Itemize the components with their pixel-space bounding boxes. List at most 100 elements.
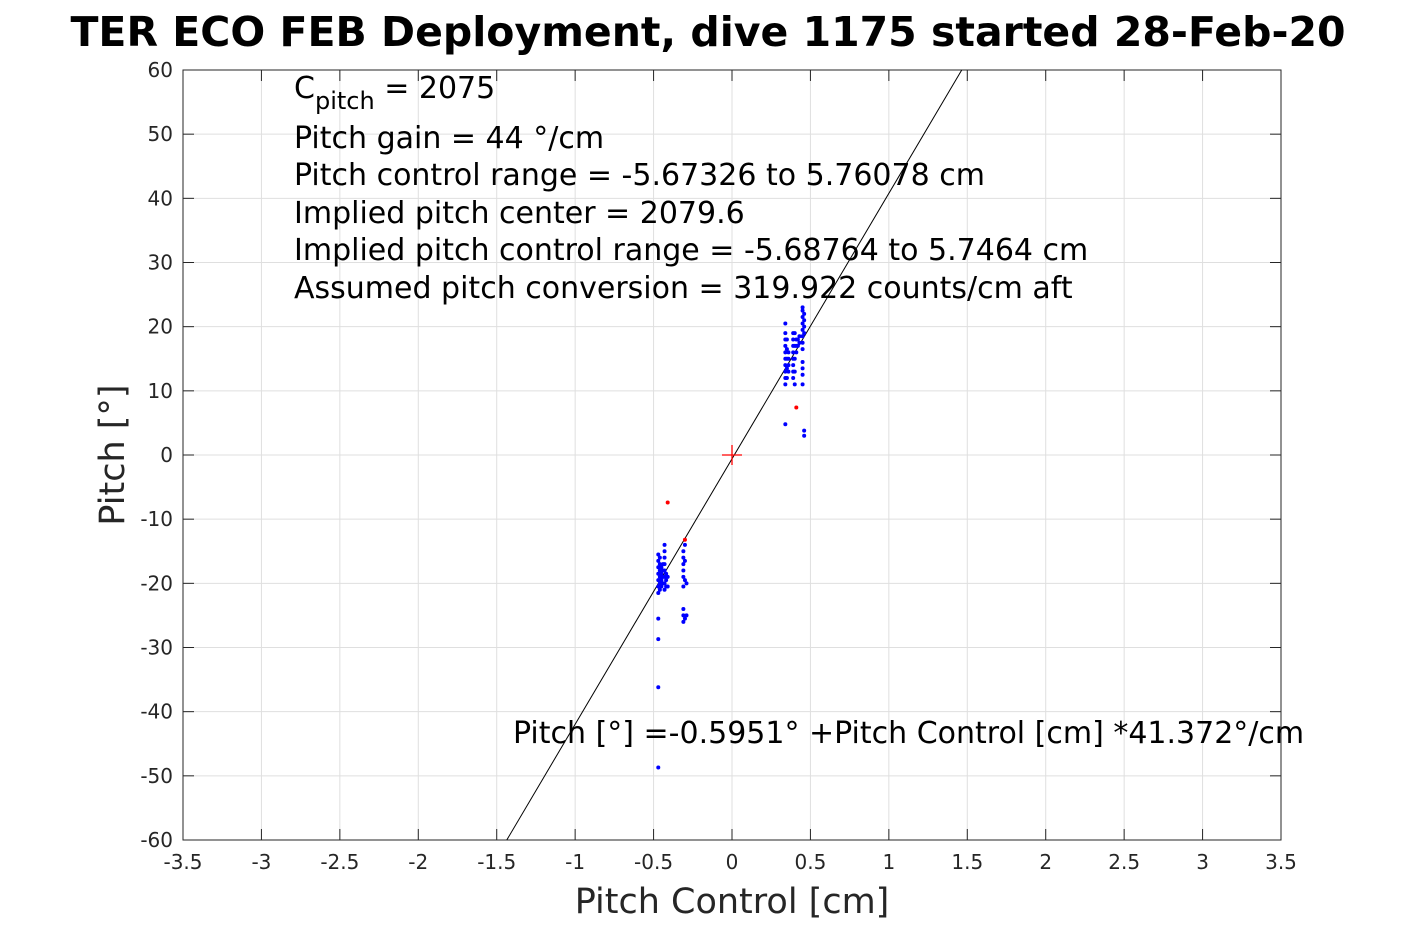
data-point xyxy=(800,340,805,345)
center-marker-group xyxy=(722,445,742,465)
data-point xyxy=(783,422,788,427)
data-point xyxy=(802,324,807,329)
data-point xyxy=(800,359,805,364)
data-point xyxy=(800,347,805,352)
data-point xyxy=(659,565,664,570)
data-point xyxy=(791,337,796,342)
data-point xyxy=(662,542,667,547)
x-tick-label: 1.5 xyxy=(951,850,983,874)
x-tick-label: 0 xyxy=(726,850,739,874)
data-point xyxy=(795,337,800,342)
data-point xyxy=(659,571,664,576)
x-tick-label: -2.5 xyxy=(320,850,359,874)
data-point xyxy=(657,574,662,579)
data-point xyxy=(681,584,686,589)
data-point xyxy=(800,308,805,313)
data-point xyxy=(681,549,686,554)
data-point xyxy=(800,382,805,387)
data-point xyxy=(800,366,805,371)
data-point xyxy=(783,350,788,355)
data-point xyxy=(656,765,661,770)
data-point xyxy=(662,587,667,592)
y-tick-label: -20 xyxy=(140,571,173,595)
data-point xyxy=(656,584,661,589)
data-point xyxy=(681,562,686,567)
y-tick-label: -50 xyxy=(140,764,173,788)
data-point xyxy=(794,350,799,355)
data-point xyxy=(783,331,788,336)
data-point xyxy=(797,340,802,345)
annotation-cpitch-value: = 2075 xyxy=(375,71,496,106)
y-tick-label: 10 xyxy=(148,379,173,403)
data-point xyxy=(682,558,687,563)
data-point xyxy=(662,562,667,567)
y-tick-label: -30 xyxy=(140,636,173,660)
data-point xyxy=(800,305,805,310)
data-point xyxy=(684,613,689,618)
data-point xyxy=(800,321,805,326)
data-point xyxy=(682,616,687,621)
data-point xyxy=(657,581,662,586)
x-tick-label: -1 xyxy=(565,850,585,874)
data-point xyxy=(792,382,797,387)
y-tick-label: 20 xyxy=(148,315,173,339)
x-tick-label: -3 xyxy=(251,850,271,874)
x-tick-label: -0.5 xyxy=(634,850,673,874)
data-point xyxy=(791,376,796,380)
y-axis-label: Pitch [°] xyxy=(93,384,133,525)
data-point xyxy=(786,350,791,355)
x-tick-label: 1 xyxy=(882,850,895,874)
annotation-block: Cpitch = 2075 Pitch gain = 44 °/cm Pitch… xyxy=(294,71,1304,751)
data-point xyxy=(800,315,805,320)
y-tick-label: 30 xyxy=(148,251,173,275)
data-point xyxy=(802,331,807,336)
data-point xyxy=(795,343,800,348)
data-point xyxy=(797,334,802,339)
data-point xyxy=(684,581,689,586)
data-point xyxy=(664,571,669,576)
data-points xyxy=(656,305,807,770)
y-tick-label: 40 xyxy=(148,186,173,210)
grid-lines xyxy=(182,69,1282,841)
data-point xyxy=(783,321,788,326)
annotation-pitch-gain: Pitch gain = 44 °/cm xyxy=(294,121,604,156)
data-point xyxy=(657,562,662,567)
data-point xyxy=(681,613,686,618)
data-point xyxy=(657,568,662,573)
data-point xyxy=(783,382,788,387)
data-point xyxy=(800,327,805,332)
data-point xyxy=(681,607,686,611)
data-point xyxy=(681,619,686,624)
data-point xyxy=(682,537,687,542)
data-point xyxy=(656,558,661,563)
y-tick-label: -60 xyxy=(140,828,173,852)
data-point xyxy=(664,578,669,583)
data-point xyxy=(802,311,807,316)
annotation-cpitch-main: C xyxy=(294,71,315,106)
x-tick-label: -3.5 xyxy=(163,850,202,874)
x-tick-label: 2 xyxy=(1039,850,1052,874)
data-point xyxy=(656,552,661,557)
annotation-implied-range: Implied pitch control range = -5.68764 t… xyxy=(294,233,1088,268)
data-point xyxy=(665,500,670,505)
data-point xyxy=(681,574,686,579)
y-tick-label: -40 xyxy=(140,700,173,724)
data-point xyxy=(786,369,791,374)
y-tick-label: 50 xyxy=(148,122,173,146)
data-point xyxy=(802,433,807,438)
x-tick-label: 0.5 xyxy=(795,850,827,874)
annotation-cpitch-sub: pitch xyxy=(315,87,375,115)
data-point xyxy=(682,542,687,547)
data-point xyxy=(791,350,796,355)
data-point xyxy=(659,584,664,589)
data-point xyxy=(783,369,788,374)
data-point xyxy=(784,337,789,342)
data-point xyxy=(656,571,661,576)
data-point xyxy=(662,574,667,579)
x-tick-label: 2.5 xyxy=(1108,850,1140,874)
x-axis-label: Pitch Control [cm] xyxy=(575,882,890,922)
data-point xyxy=(656,565,661,570)
data-point xyxy=(802,428,807,433)
data-point xyxy=(786,356,791,361)
